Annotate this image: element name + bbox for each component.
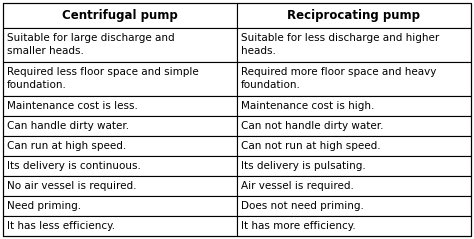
Text: Can run at high speed.: Can run at high speed. [7, 141, 126, 151]
Bar [3, 116, 237, 136]
Bar [3, 96, 237, 116]
Bar [3, 156, 237, 176]
Bar [3, 28, 237, 62]
Text: Its delivery is pulsating.: Its delivery is pulsating. [241, 161, 366, 171]
Text: Need priming.: Need priming. [7, 201, 81, 211]
Bar [3, 196, 237, 216]
Bar [237, 3, 471, 28]
Text: It has more efficiency.: It has more efficiency. [241, 221, 356, 231]
Bar [237, 196, 471, 216]
Text: Centrifugal pump: Centrifugal pump [62, 9, 178, 22]
Text: Can handle dirty water.: Can handle dirty water. [7, 121, 129, 131]
Text: Maintenance cost is less.: Maintenance cost is less. [7, 101, 138, 111]
Text: It has less efficiency.: It has less efficiency. [7, 221, 115, 231]
Text: Maintenance cost is high.: Maintenance cost is high. [241, 101, 374, 111]
Text: Required less floor space and simple
foundation.: Required less floor space and simple fou… [7, 67, 199, 90]
Bar [237, 176, 471, 196]
Bar [237, 62, 471, 96]
Bar [3, 136, 237, 156]
Text: No air vessel is required.: No air vessel is required. [7, 181, 137, 191]
Bar [3, 3, 237, 28]
Text: Air vessel is required.: Air vessel is required. [241, 181, 354, 191]
Text: Does not need priming.: Does not need priming. [241, 201, 364, 211]
Text: Suitable for large discharge and
smaller heads.: Suitable for large discharge and smaller… [7, 33, 174, 56]
Text: Can not run at high speed.: Can not run at high speed. [241, 141, 381, 151]
Text: Its delivery is continuous.: Its delivery is continuous. [7, 161, 141, 171]
Bar [237, 116, 471, 136]
Bar [237, 216, 471, 236]
Bar [3, 176, 237, 196]
Bar [237, 96, 471, 116]
Text: Suitable for less discharge and higher
heads.: Suitable for less discharge and higher h… [241, 33, 439, 56]
Bar [237, 156, 471, 176]
Bar [237, 136, 471, 156]
Text: Reciprocating pump: Reciprocating pump [288, 9, 420, 22]
Bar [237, 28, 471, 62]
Text: Required more floor space and heavy
foundation.: Required more floor space and heavy foun… [241, 67, 437, 90]
Bar [3, 216, 237, 236]
Bar [3, 62, 237, 96]
Text: Can not handle dirty water.: Can not handle dirty water. [241, 121, 383, 131]
